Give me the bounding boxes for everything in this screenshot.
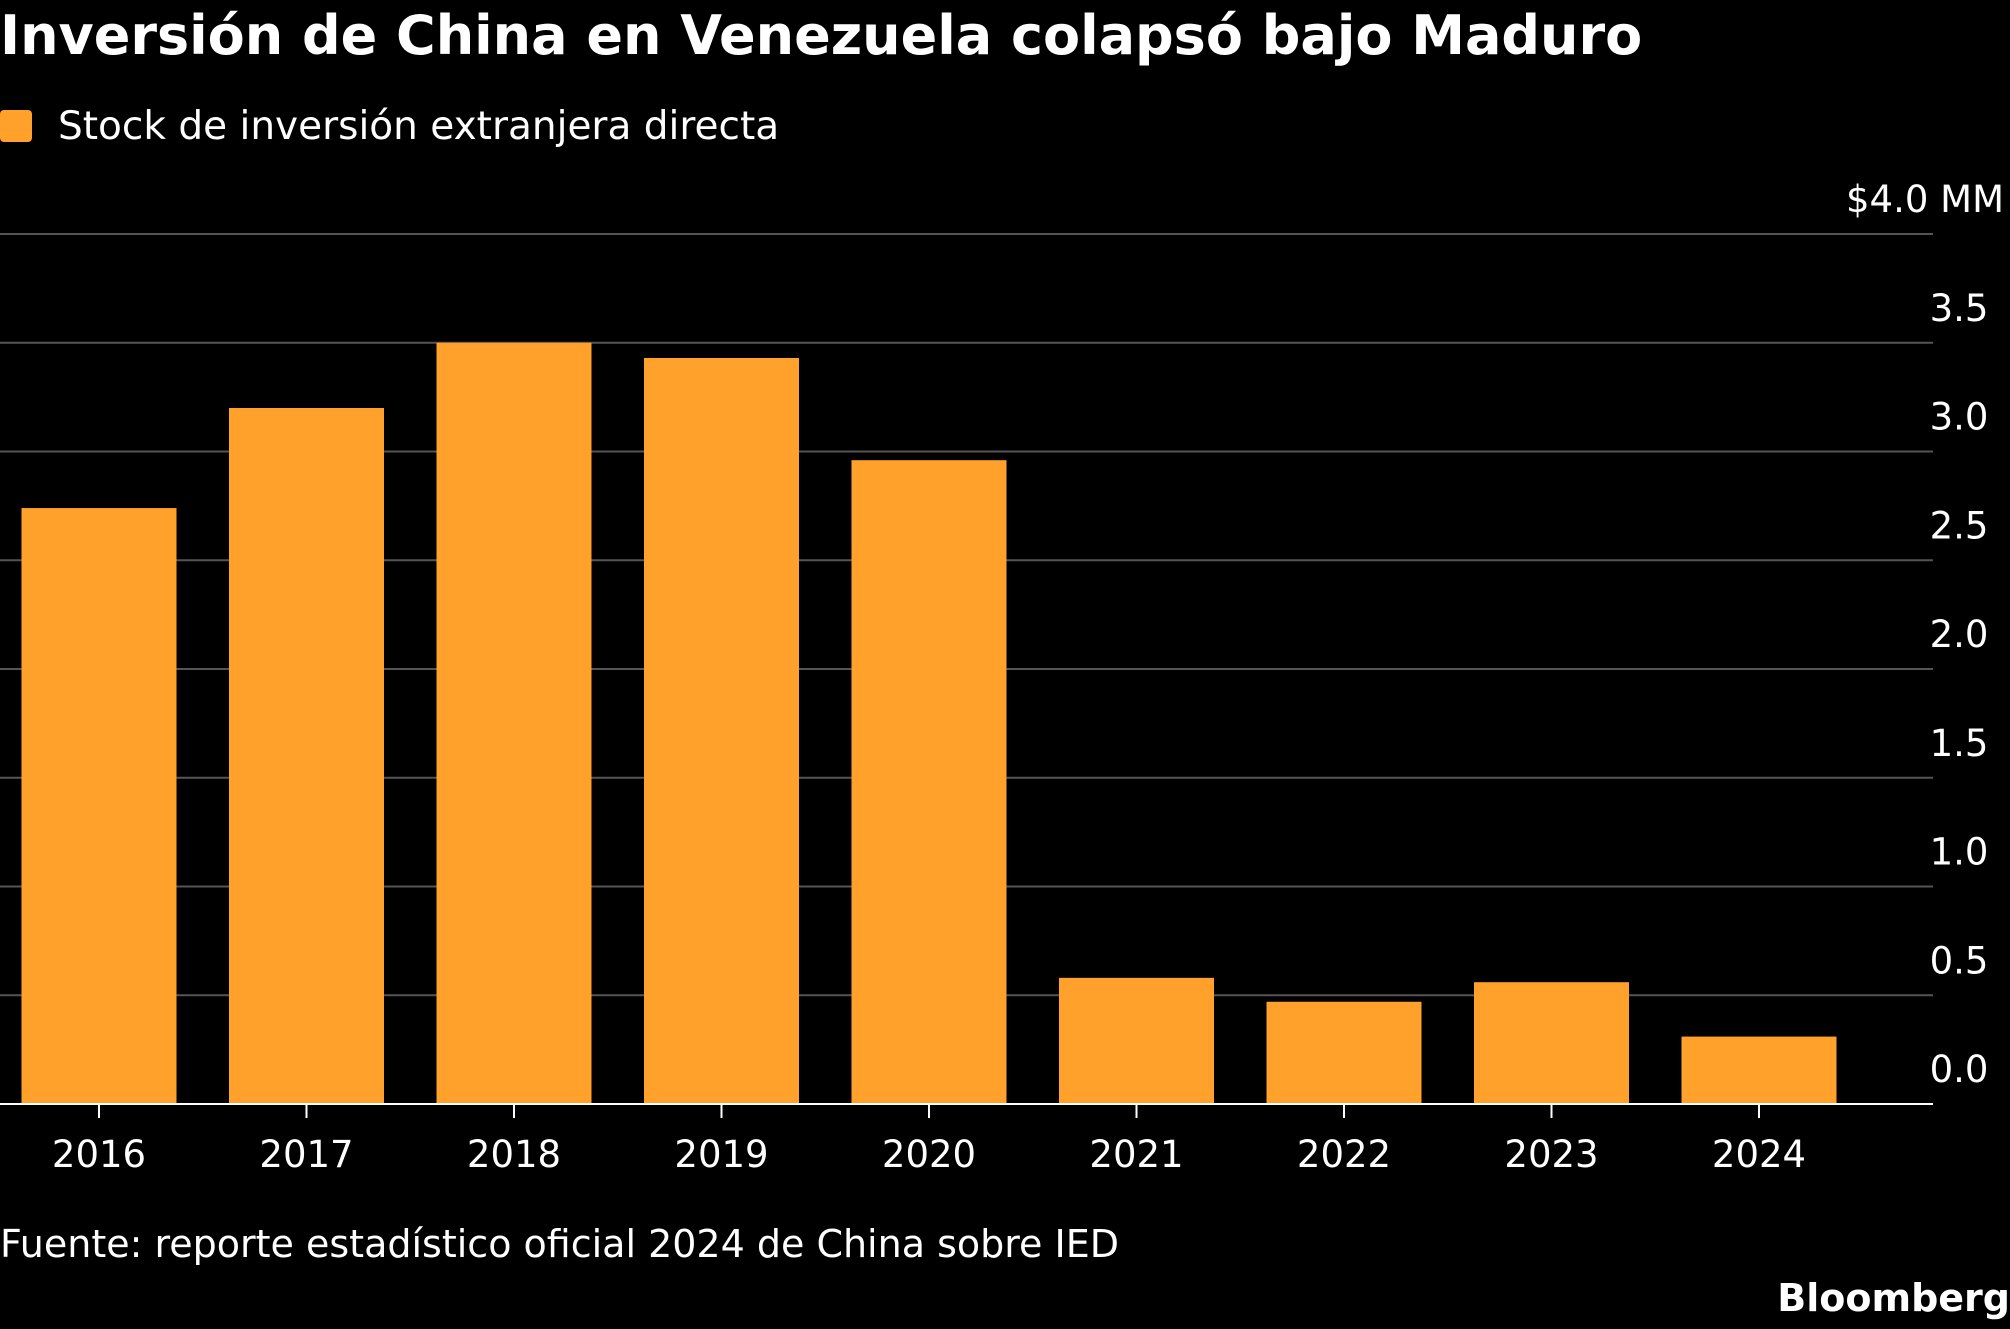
bars [21,342,1837,1105]
y-tick-label: $4.0 MM [1846,178,2004,221]
y-tick-label: 3.0 [1930,396,1989,439]
legend-swatch [0,110,32,142]
bar-2017 [229,408,384,1104]
x-tick-label: 2022 [1297,1133,1391,1170]
bar-2021 [1059,977,1214,1104]
x-axis [0,1103,1933,1118]
x-tick-label: 2019 [674,1133,768,1170]
source-note: Fuente: reporte estadístico oficial 2024… [0,1222,1119,1266]
bar-2023 [1474,982,1629,1104]
x-tick-label: 2020 [882,1133,976,1170]
legend: Stock de inversión extranjera directa [0,100,779,152]
y-tick-label: 0.5 [1930,939,1989,982]
y-tick-label: 2.5 [1930,504,1989,547]
bar-2024 [1681,1036,1837,1104]
bar-chart: 0.0 0.5 1.0 1.5 2.0 2.5 3.0 3.5 $4.0 MM 2016 2017… [0,178,2004,1170]
x-tick-label: 2023 [1504,1133,1598,1170]
x-tick-label: 2016 [52,1133,146,1170]
y-tick-label: 1.5 [1930,722,1989,765]
chart-title: Inversión de China en Venezuela colapsó … [0,4,1643,67]
x-tick-label: 2018 [467,1133,561,1170]
bar-2016 [21,508,177,1104]
x-tick-label: 2017 [259,1133,353,1170]
y-axis-labels: 0.0 0.5 1.0 1.5 2.0 2.5 3.0 3.5 $4.0 MM [1846,178,2004,1091]
legend-label: Stock de inversión extranjera directa [58,103,780,149]
x-tick-label: 2024 [1712,1133,1806,1170]
bloomberg-logo: Bloomberg [1777,1276,2010,1320]
bar-2019 [644,357,799,1105]
y-tick-label: 0.0 [1930,1048,1989,1091]
y-tick-label: 3.5 [1930,287,1989,330]
bar-2020 [851,460,1007,1104]
y-tick-label: 2.0 [1930,613,1989,656]
bar-2022 [1266,1001,1422,1104]
x-tick-label: 2021 [1089,1133,1183,1170]
bar-2018 [436,342,592,1104]
x-axis-labels: 2016 2017 2018 2019 2020 2021 2022 2023 2024 [52,1133,1806,1170]
y-tick-label: 1.0 [1930,831,1989,874]
